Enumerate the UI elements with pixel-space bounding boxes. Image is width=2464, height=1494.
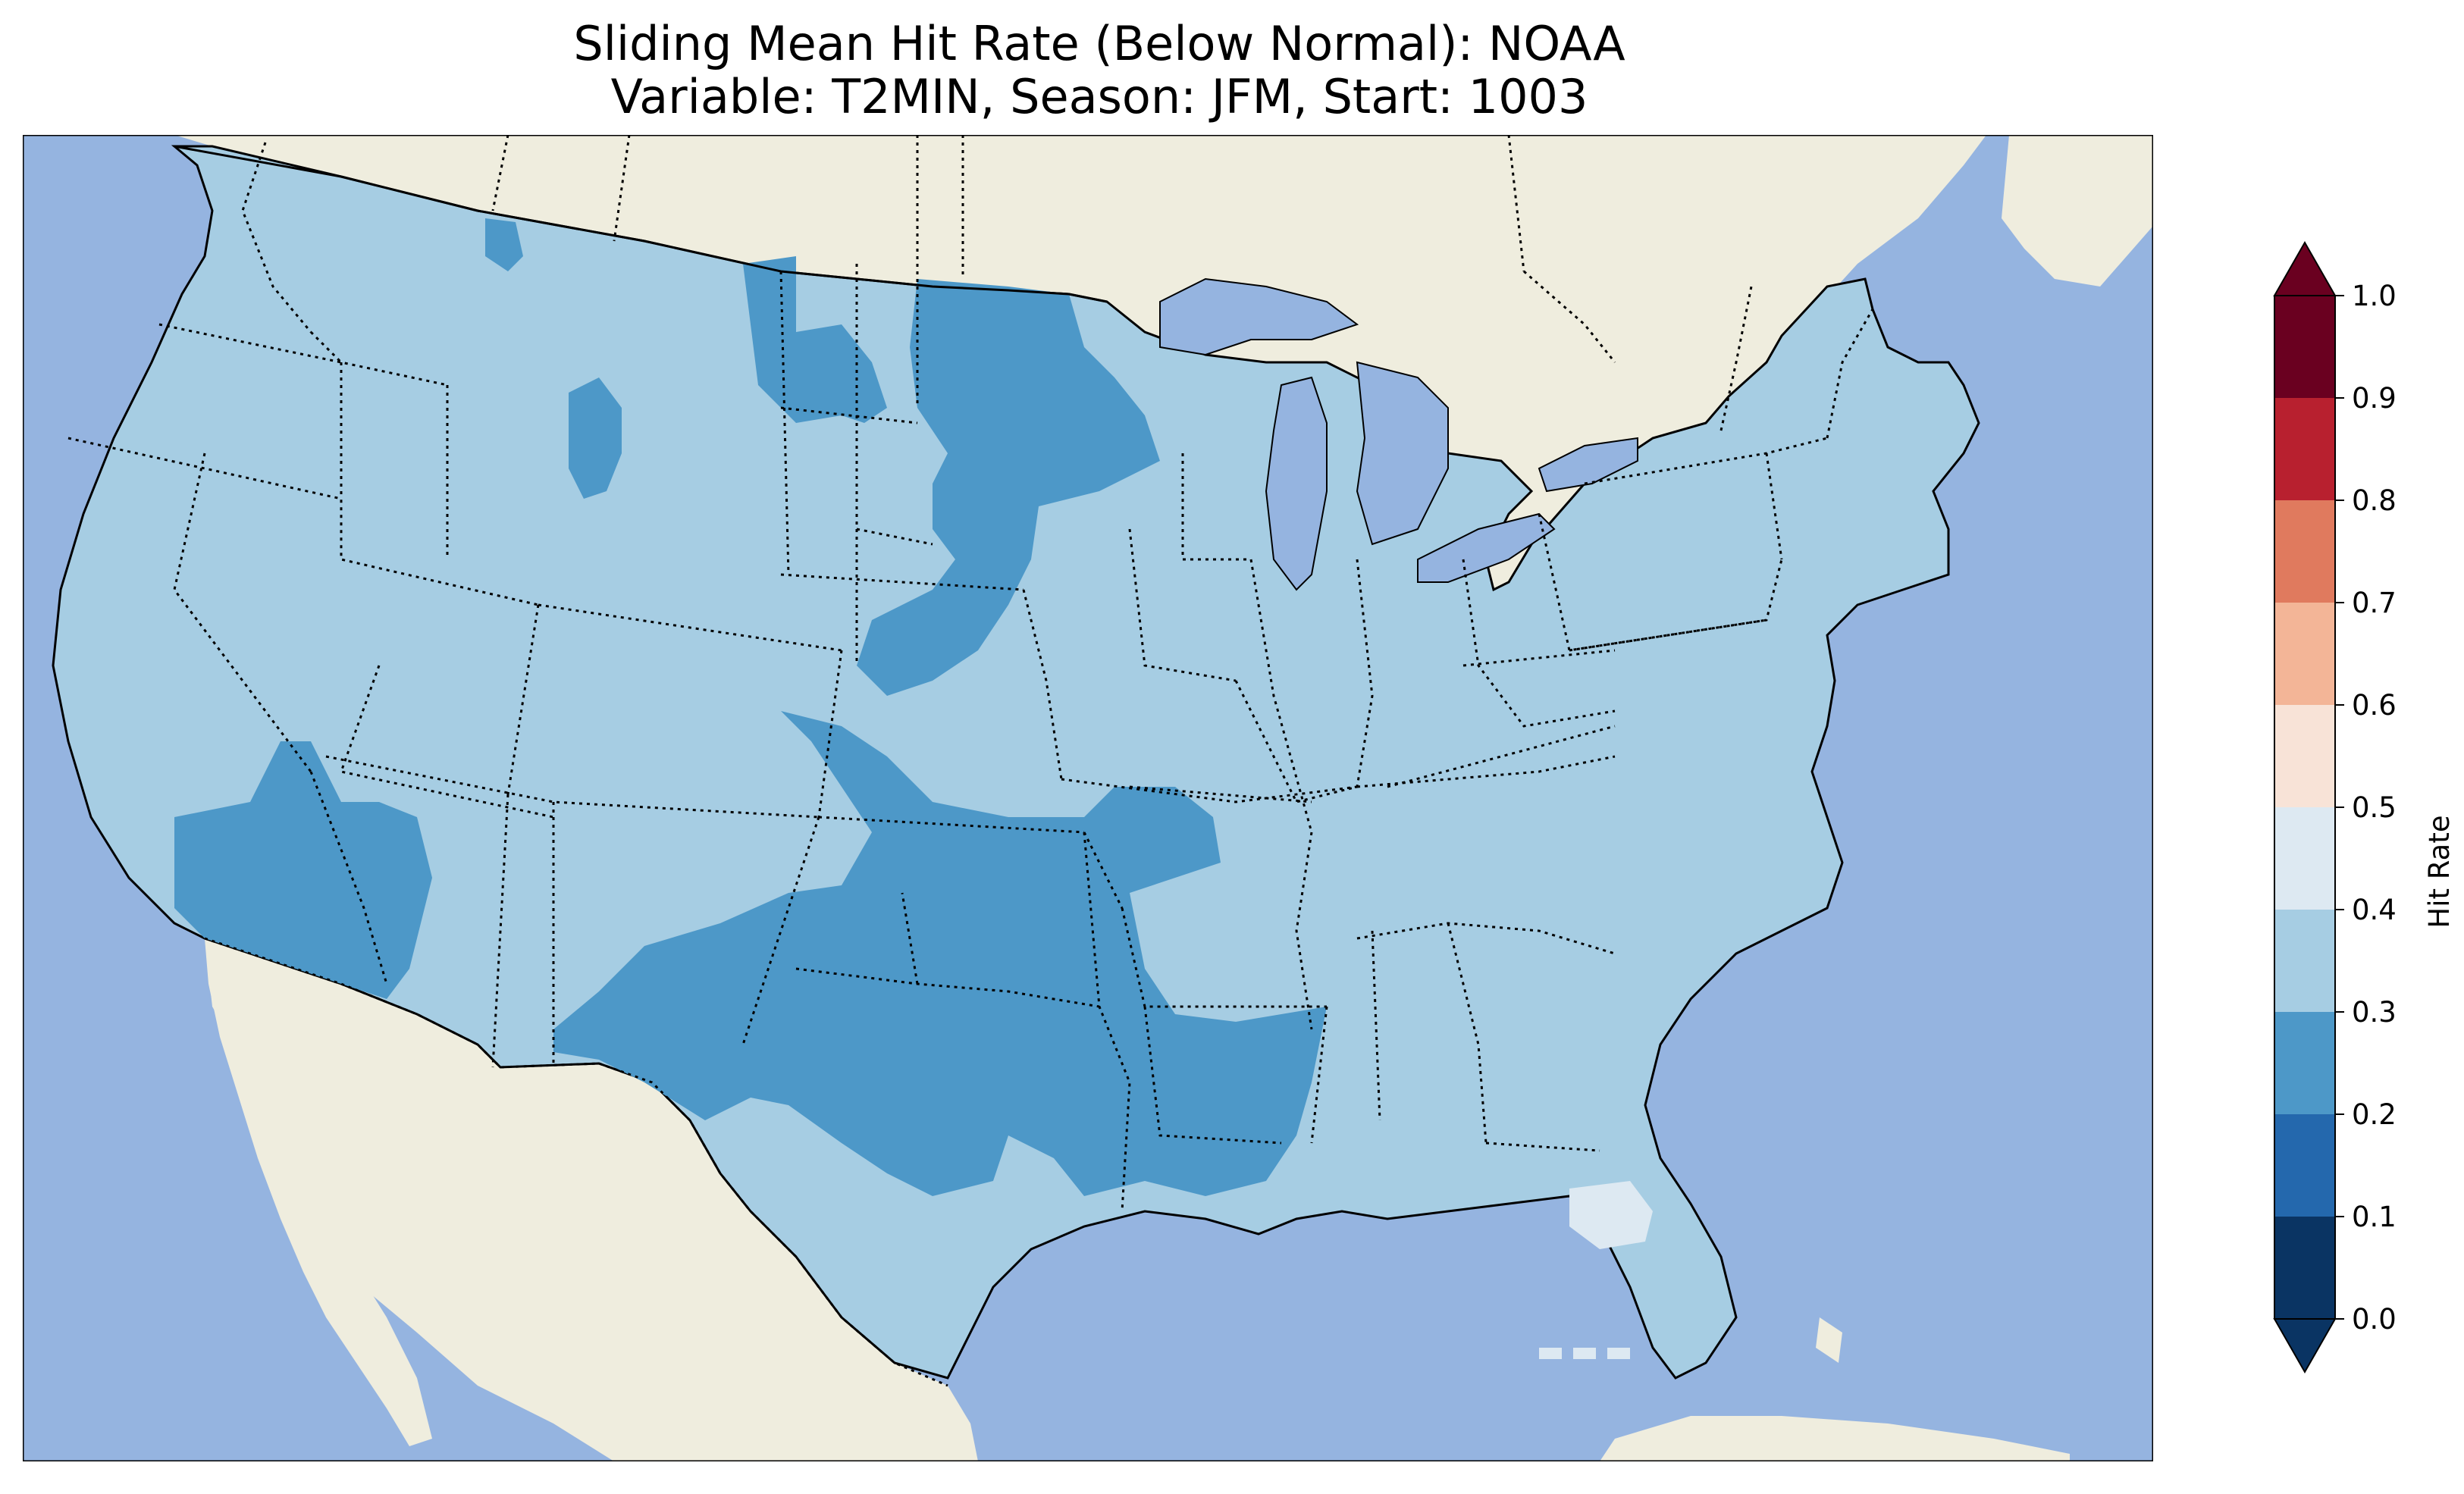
colorbar-level-8: [2274, 398, 2335, 500]
great-lakes: [1159, 277, 1638, 591]
canada-land: [174, 135, 1986, 590]
colorbar-tick-label: 0.9: [2352, 382, 2397, 415]
colorbar-level-0: [2274, 1217, 2335, 1319]
colorbar-tick-label: 0.8: [2352, 484, 2397, 517]
hit-rate-0.2-0.3-regions: [174, 218, 1327, 1196]
lake-erie: [1417, 512, 1556, 583]
lake-michigan: [1265, 376, 1328, 591]
region-dakotas: [743, 256, 887, 423]
lake-huron: [1356, 361, 1449, 546]
state-boundaries: [67, 135, 1874, 1212]
region-texas-oklahoma: [553, 711, 1327, 1196]
hit-rate-0.4-0.5-regions: [1539, 1181, 1653, 1359]
maritimes-land: [2002, 135, 2153, 287]
conus-hit-rate-0.3-0.4: [52, 145, 1980, 1380]
colorbar-blocks: [2273, 240, 2337, 1374]
colorbar-tick-label: 0.5: [2352, 791, 2397, 824]
colorbar-level-2: [2274, 1012, 2335, 1114]
colorbar-tick-label: 0.6: [2352, 689, 2397, 722]
colorbar-level-3: [2274, 910, 2335, 1012]
colorbar-extend-max: [2273, 240, 2337, 296]
colorbar-level-9: [2274, 296, 2335, 398]
colorbar-label: Hit Rate: [2423, 815, 2456, 928]
colorbar: 0.0 0.1 0.2 0.3 0.4 0.5 0.6 0.7 0.8 0.9 1.0 Hit Ra…: [2273, 240, 2456, 1374]
colorbar-ticks: 0.0 0.1 0.2 0.3 0.4 0.5 0.6 0.7 0.8 0.9 1.0: [2335, 280, 2397, 1336]
colorbar-tick-label: 0.1: [2352, 1201, 2397, 1233]
us-mexico-border: [204, 937, 948, 1387]
colorbar-tick-label: 0.4: [2352, 894, 2397, 926]
colorbar-tick-label: 0.2: [2352, 1098, 2397, 1131]
region-south-florida: [1569, 1181, 1653, 1249]
region-montana: [569, 377, 622, 499]
colorbar-level-5: [2274, 705, 2335, 807]
us-canada-border: [174, 145, 1108, 303]
chart-title: Sliding Mean Hit Rate (Below Normal): NO…: [573, 16, 1625, 71]
region-minnesota-iowa: [857, 279, 1160, 696]
lake-superior: [1159, 277, 1359, 356]
colorbar-extend-min: [2273, 1318, 2337, 1374]
region-nw-montana: [485, 218, 523, 271]
bahamas-land: [1816, 1317, 1842, 1363]
colorbar-tick-label: 0.3: [2352, 996, 2397, 1029]
colorbar-level-4: [2274, 807, 2335, 910]
colorbar-tick-label: 0.7: [2352, 587, 2397, 619]
map-plot: [23, 135, 2153, 1461]
colorbar-tick-label: 1.0: [2352, 280, 2397, 312]
colorbar-level-7: [2274, 500, 2335, 603]
mexico-land: [205, 938, 978, 1461]
chart-subtitle: Variable: T2MIN, Season: JFM, Start: 100…: [610, 69, 1588, 124]
colorbar-level-6: [2274, 603, 2335, 705]
cuba-land: [1600, 1416, 2070, 1461]
baja-land: [205, 938, 432, 1446]
colorbar-tick-label: 0.0: [2352, 1303, 2397, 1336]
region-southwest: [174, 741, 432, 999]
colorbar-level-1: [2274, 1114, 2335, 1217]
lake-ontario: [1538, 437, 1638, 493]
region-keys: [1539, 1348, 1630, 1359]
